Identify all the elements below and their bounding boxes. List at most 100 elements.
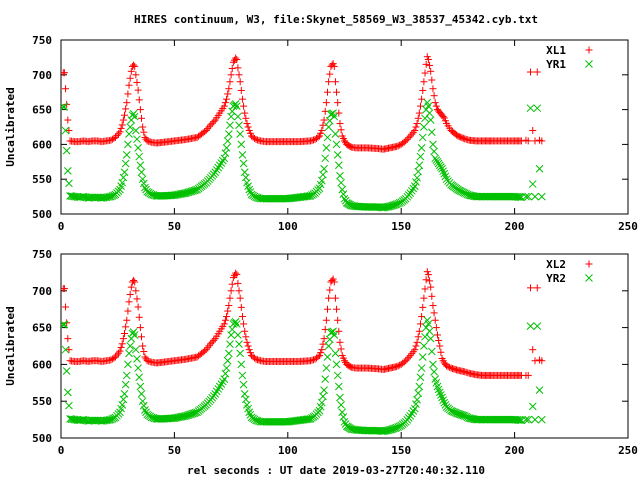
data-point bbox=[223, 95, 231, 103]
data-point bbox=[449, 408, 458, 416]
data-point bbox=[420, 78, 428, 86]
data-point bbox=[187, 187, 196, 196]
data-point bbox=[440, 398, 449, 407]
data-point bbox=[131, 62, 139, 70]
data-point bbox=[141, 183, 149, 192]
data-point bbox=[232, 269, 240, 277]
data-point bbox=[329, 275, 337, 283]
data-point bbox=[388, 425, 397, 433]
data-point bbox=[522, 192, 530, 201]
data-point bbox=[238, 95, 246, 103]
data-point bbox=[524, 192, 533, 201]
data-point bbox=[242, 114, 250, 122]
data-point bbox=[61, 126, 70, 135]
data-point bbox=[238, 313, 246, 321]
data-point bbox=[314, 353, 322, 361]
data-point bbox=[333, 150, 342, 159]
series-yr1 bbox=[61, 98, 546, 212]
data-point bbox=[188, 187, 197, 195]
data-point bbox=[411, 126, 419, 134]
data-point bbox=[414, 333, 422, 341]
data-point bbox=[227, 71, 235, 79]
data-point bbox=[437, 348, 445, 356]
legend-marker bbox=[585, 46, 593, 54]
data-point bbox=[535, 164, 544, 173]
data-point bbox=[124, 360, 132, 369]
data-point bbox=[524, 137, 532, 145]
legend-label: YR1 bbox=[546, 58, 566, 71]
data-point bbox=[319, 340, 327, 348]
data-point bbox=[234, 279, 242, 287]
data-point bbox=[402, 357, 410, 365]
data-point bbox=[61, 102, 69, 111]
data-point bbox=[221, 149, 230, 157]
data-point bbox=[393, 142, 401, 150]
data-point bbox=[426, 61, 434, 69]
data-point bbox=[322, 316, 330, 324]
x-tick-label: 100 bbox=[278, 444, 298, 457]
data-point bbox=[126, 290, 134, 298]
data-point bbox=[409, 184, 418, 193]
data-point bbox=[394, 362, 402, 370]
data-point bbox=[222, 144, 231, 152]
data-point bbox=[317, 349, 325, 357]
data-point bbox=[138, 333, 146, 341]
data-point bbox=[535, 386, 544, 395]
data-point bbox=[517, 137, 525, 145]
data-point bbox=[324, 123, 333, 131]
data-point bbox=[390, 201, 398, 209]
data-point bbox=[533, 104, 542, 113]
data-point bbox=[226, 294, 234, 302]
data-point bbox=[431, 316, 439, 324]
data-point bbox=[224, 90, 232, 98]
data-point bbox=[331, 130, 340, 138]
data-point bbox=[408, 130, 416, 138]
data-point bbox=[131, 278, 139, 286]
chart-title: HIRES continuum, W3, file:Skynet_58569_W… bbox=[134, 13, 538, 26]
data-point bbox=[65, 401, 73, 410]
data-point bbox=[134, 364, 142, 372]
data-point bbox=[412, 123, 420, 131]
data-point bbox=[443, 362, 451, 370]
data-point bbox=[336, 338, 344, 346]
data-point bbox=[386, 426, 394, 434]
y-tick-label: 600 bbox=[32, 358, 52, 371]
data-point bbox=[235, 121, 243, 130]
data-point bbox=[400, 358, 408, 366]
data-point bbox=[413, 338, 421, 346]
data-point bbox=[121, 111, 129, 119]
data-point bbox=[330, 278, 338, 286]
data-point bbox=[130, 276, 138, 284]
data-point bbox=[236, 78, 244, 86]
data-point bbox=[319, 392, 327, 401]
data-point bbox=[227, 287, 235, 295]
data-point bbox=[403, 355, 411, 363]
data-point bbox=[214, 163, 223, 172]
data-point bbox=[321, 375, 330, 383]
data-point bbox=[125, 349, 133, 358]
data-point bbox=[318, 126, 326, 134]
data-point bbox=[330, 62, 338, 70]
data-point bbox=[231, 317, 240, 326]
data-point bbox=[119, 116, 127, 124]
y-tick-label: 700 bbox=[32, 285, 52, 298]
data-point bbox=[62, 146, 71, 155]
data-point bbox=[225, 302, 233, 310]
data-point bbox=[422, 276, 430, 284]
data-point bbox=[218, 156, 227, 165]
data-point bbox=[454, 409, 462, 418]
data-point bbox=[430, 92, 438, 100]
data-point bbox=[65, 346, 73, 354]
data-point bbox=[226, 78, 234, 86]
data-point bbox=[390, 424, 398, 433]
data-point bbox=[224, 307, 232, 315]
data-point bbox=[427, 283, 435, 291]
data-point bbox=[320, 164, 328, 173]
data-point bbox=[233, 271, 241, 279]
data-point bbox=[64, 116, 72, 124]
data-point bbox=[136, 161, 145, 170]
data-point bbox=[316, 352, 324, 360]
data-point bbox=[424, 320, 433, 328]
data-point bbox=[335, 109, 343, 117]
